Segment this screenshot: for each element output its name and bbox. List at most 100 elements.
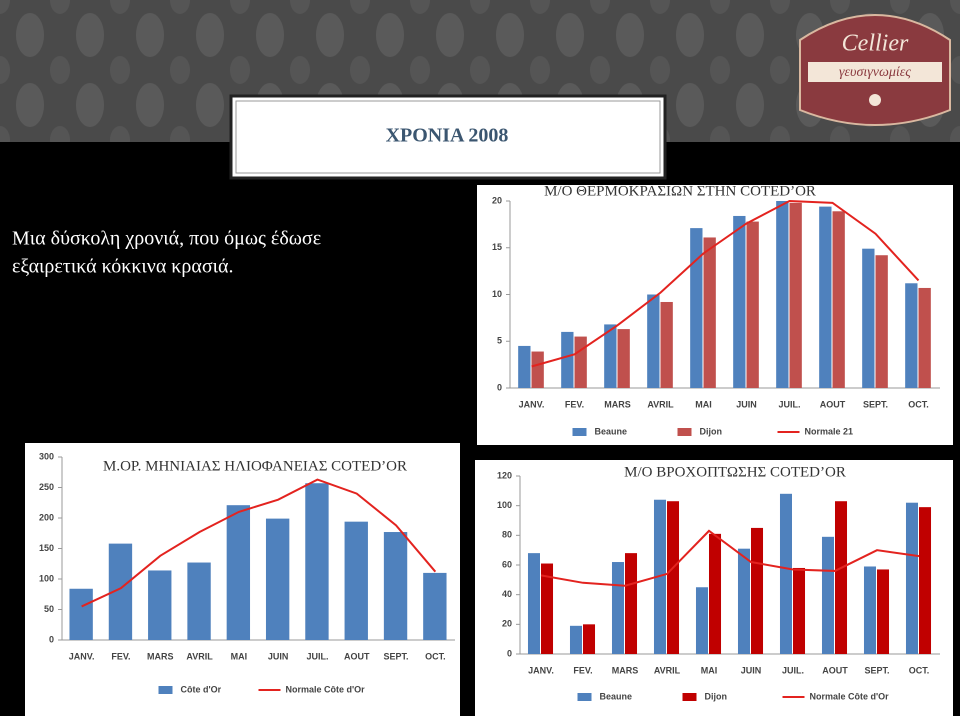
bar bbox=[832, 211, 845, 388]
bar bbox=[835, 501, 848, 654]
bar bbox=[647, 294, 660, 388]
legend-label: Normale Côte d'Or bbox=[286, 684, 366, 694]
bar bbox=[905, 502, 918, 654]
x-tick-label: JUIL. bbox=[782, 665, 804, 675]
x-tick-label: AVRIL bbox=[647, 399, 674, 409]
chart-title: Μ/Ο ΒΡΟΧΟΠΤΩΣΗΣ COTED’OR bbox=[624, 464, 846, 480]
bar bbox=[604, 324, 617, 388]
x-tick-label: AOUT bbox=[344, 651, 370, 661]
x-tick-label: FEV. bbox=[565, 399, 584, 409]
bar bbox=[226, 505, 251, 640]
y-tick-label: 150 bbox=[39, 543, 54, 553]
bar bbox=[703, 237, 716, 388]
y-tick-label: 200 bbox=[39, 512, 54, 522]
x-tick-label: FEV. bbox=[111, 651, 130, 661]
x-tick-label: OCT. bbox=[908, 399, 929, 409]
bar bbox=[779, 493, 792, 654]
bar bbox=[574, 336, 587, 388]
x-tick-label: MARS bbox=[147, 651, 174, 661]
bar bbox=[660, 301, 673, 388]
bar bbox=[148, 570, 172, 640]
bar bbox=[265, 518, 290, 640]
bar bbox=[877, 569, 890, 654]
bar bbox=[531, 351, 544, 388]
y-tick-label: 100 bbox=[39, 573, 54, 583]
legend-label: Normale 21 bbox=[805, 426, 854, 436]
y-tick-label: 0 bbox=[49, 634, 54, 644]
x-tick-label: AVRIL bbox=[654, 665, 681, 675]
legend-label: Beaune bbox=[600, 691, 633, 701]
bar bbox=[527, 553, 540, 654]
y-tick-label: 60 bbox=[502, 559, 512, 569]
legend-swatch bbox=[682, 693, 697, 701]
x-tick-label: OCT. bbox=[909, 665, 930, 675]
bar bbox=[690, 228, 703, 388]
bar bbox=[751, 527, 764, 654]
bar bbox=[423, 572, 447, 640]
bar bbox=[583, 624, 596, 654]
x-tick-label: SEPT. bbox=[384, 651, 409, 661]
x-tick-label: SEPT. bbox=[863, 399, 888, 409]
y-tick-label: 40 bbox=[502, 589, 512, 599]
y-tick-label: 10 bbox=[492, 289, 502, 299]
line bbox=[81, 478, 437, 608]
legend-label: Dijon bbox=[705, 691, 728, 701]
title-box bbox=[229, 94, 667, 180]
slide-text: εξαιρετικά κόκκινα κρασιά. bbox=[12, 256, 233, 278]
y-tick-label: 15 bbox=[492, 242, 502, 252]
title-box-inner bbox=[235, 100, 661, 174]
legend-swatch bbox=[572, 428, 587, 436]
bar bbox=[108, 543, 133, 640]
x-tick-label: MAI bbox=[695, 399, 712, 409]
y-tick-label: 20 bbox=[492, 195, 502, 205]
bar bbox=[875, 255, 888, 388]
bar bbox=[569, 625, 582, 654]
bar bbox=[793, 567, 806, 654]
x-tick-label: AOUT bbox=[822, 665, 848, 675]
y-tick-label: 50 bbox=[44, 604, 54, 614]
legend-label: Dijon bbox=[700, 426, 723, 436]
x-tick-label: AVRIL bbox=[186, 651, 213, 661]
x-tick-label: AOUT bbox=[820, 399, 846, 409]
legend-label: Beaune bbox=[595, 426, 628, 436]
x-tick-label: JANV. bbox=[528, 665, 554, 675]
legend-swatch bbox=[158, 686, 173, 694]
bar bbox=[819, 206, 832, 388]
bar bbox=[709, 533, 722, 654]
y-tick-label: 100 bbox=[497, 500, 512, 510]
bar bbox=[863, 566, 876, 654]
x-tick-label: JANV. bbox=[519, 399, 545, 409]
y-tick-label: 120 bbox=[497, 470, 512, 480]
bar bbox=[776, 201, 789, 388]
bar bbox=[383, 532, 408, 640]
x-tick-label: MARS bbox=[612, 665, 639, 675]
bar bbox=[518, 345, 531, 388]
bar bbox=[918, 287, 931, 388]
y-tick-label: 20 bbox=[502, 619, 512, 629]
bar bbox=[695, 587, 708, 654]
y-tick-label: 80 bbox=[502, 530, 512, 540]
y-tick-label: 250 bbox=[39, 482, 54, 492]
bar bbox=[617, 329, 630, 388]
bar bbox=[625, 553, 638, 654]
line bbox=[531, 199, 920, 368]
x-tick-label: MAI bbox=[701, 665, 718, 675]
bar bbox=[862, 248, 875, 388]
bar bbox=[919, 507, 932, 654]
y-tick-label: 300 bbox=[39, 451, 54, 461]
x-tick-label: OCT. bbox=[425, 651, 446, 661]
x-tick-label: JUIL. bbox=[306, 651, 328, 661]
bar bbox=[561, 331, 574, 388]
legend-swatch bbox=[577, 693, 592, 701]
x-tick-label: JANV. bbox=[69, 651, 95, 661]
bar bbox=[187, 562, 211, 640]
logo-tagline: γευσιγνωμίες bbox=[839, 65, 911, 80]
chart-title: Μ.ΟΡ. ΜΗΝΙΑΙΑΣ ΗΛΙΟΦΑΝΕΙΑΣ COTED’OR bbox=[103, 458, 407, 474]
bar bbox=[737, 548, 750, 654]
x-tick-label: MARS bbox=[604, 399, 631, 409]
bar bbox=[746, 221, 759, 388]
slide-title: ΧΡΟΝΙΑ 2008 bbox=[386, 125, 509, 147]
x-tick-label: MAI bbox=[231, 651, 248, 661]
